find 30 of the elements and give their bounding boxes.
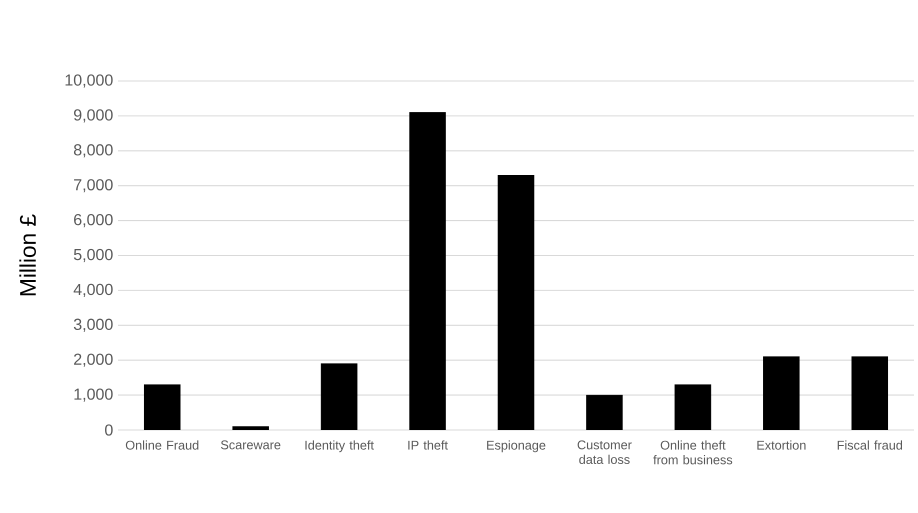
bar [763,356,800,430]
y-tick-label: 2,000 [74,354,113,367]
x-tick-label: Identity theft [305,440,374,452]
bar [320,363,358,430]
x-tick-label: Scareware [220,440,280,450]
bar [498,174,534,430]
bar [852,356,888,430]
y-tick-label: 0 [105,424,113,436]
y-tick-label: 1,000 [74,388,113,402]
y-tick-label: 9,000 [74,109,113,122]
bar [144,384,180,430]
x-tick-label: Espionage [487,440,546,452]
bar [409,112,446,430]
y-tick-label: 7,000 [74,179,113,192]
bar [232,426,269,430]
y-tick-label: 5,000 [74,248,113,262]
x-tick-label: Online theft from business [653,440,732,464]
bar [674,384,712,430]
x-tick-label: Customer data loss [578,440,632,464]
bar [586,394,623,430]
y-tick-label: 6,000 [74,214,113,228]
y-tick-label: 10,000 [66,74,113,88]
x-tick-label: Fiscal fraud [838,440,902,450]
y-axis-title: Million £ [19,214,36,296]
x-tick-label: IP theft [408,440,448,450]
y-tick-label: 8,000 [74,144,113,158]
y-tick-label: 4,000 [74,284,113,297]
x-tick-label: Online Fraud [126,440,198,450]
x-tick-label: Extortion [757,440,806,450]
y-tick-label: 3,000 [74,318,113,332]
